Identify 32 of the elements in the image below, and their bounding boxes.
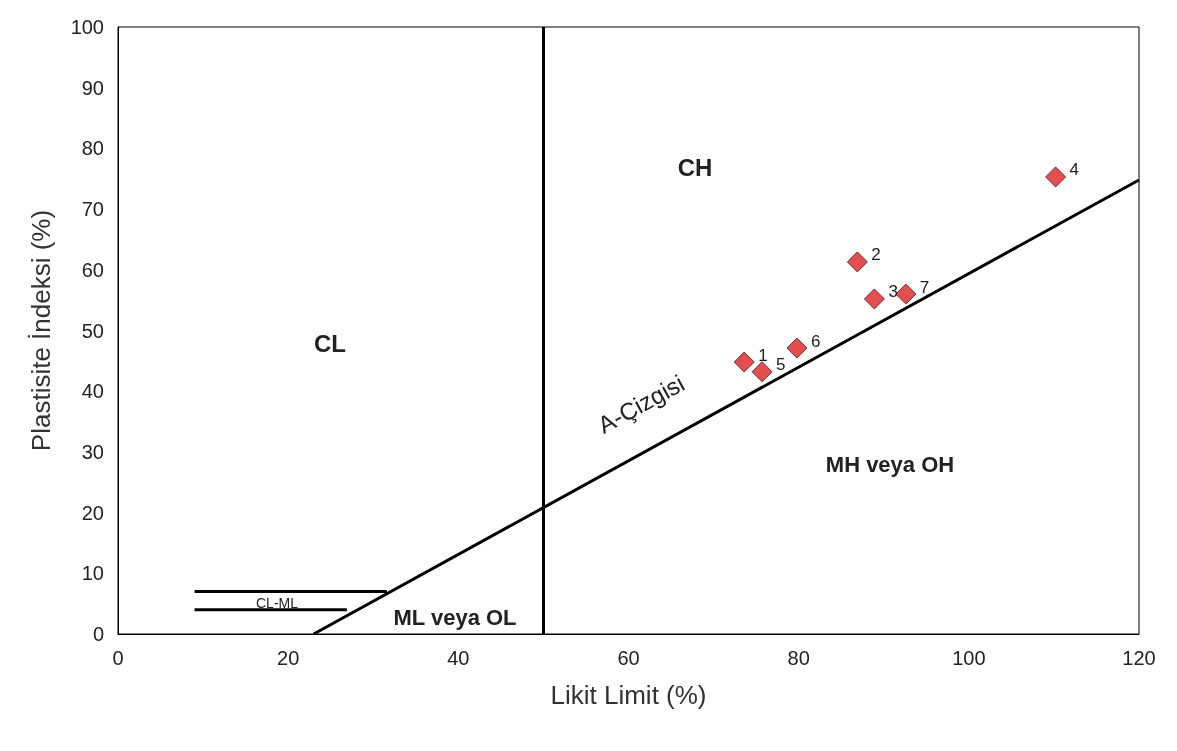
y-tick-label: 0	[92, 623, 104, 645]
annotation: MH veya OH	[825, 451, 955, 477]
y-tick-label: 80	[81, 137, 104, 160]
annotation: CL-ML	[255, 595, 299, 611]
y-tick-label: 40	[81, 380, 104, 403]
y-axis-title: Plastisite İndeksi (%)	[26, 209, 56, 452]
y-tick-label: 60	[81, 258, 104, 281]
x-tick-label: 40	[447, 647, 470, 669]
y-tick-label: 20	[81, 501, 104, 524]
annotation: CL	[314, 329, 346, 357]
annotation: 6	[810, 331, 821, 351]
y-tick-label: 50	[81, 319, 104, 342]
annotation: CH	[677, 153, 713, 181]
annotation: 1	[758, 345, 768, 365]
annotation: 7	[919, 277, 930, 297]
annotation: ML veya OL	[393, 604, 517, 630]
y-tick-label: 10	[81, 562, 104, 585]
annotation: 4	[1069, 160, 1080, 180]
y-tick-label: 70	[81, 198, 104, 221]
y-tick-label: 90	[81, 76, 104, 99]
x-tick-label: 60	[617, 647, 640, 669]
x-tick-label: 120	[1122, 647, 1156, 669]
x-axis-title: Likit Limit (%)	[550, 680, 707, 710]
y-tick-label: 30	[81, 440, 104, 463]
annotation: 3	[888, 282, 898, 302]
annotation: 5	[776, 355, 786, 375]
annotation: 2	[871, 245, 881, 265]
x-tick-label: 0	[112, 647, 124, 669]
x-tick-label: 100	[952, 647, 986, 669]
x-tick-label: 20	[277, 647, 300, 669]
x-tick-label: 80	[787, 647, 810, 669]
y-tick-label: 100	[70, 16, 104, 38]
